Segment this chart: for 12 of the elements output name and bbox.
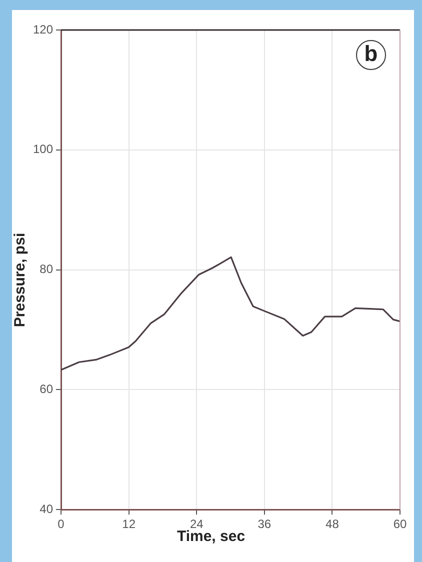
y-tick-label: 100 xyxy=(32,142,54,156)
y-tick-label: 80 xyxy=(40,262,54,276)
x-tick-label: 0 xyxy=(58,517,65,532)
x-tick-label: 60 xyxy=(393,517,407,532)
y-tick-label: 60 xyxy=(40,382,54,396)
y-tick-label: 40 xyxy=(40,502,54,516)
annotation: b xyxy=(356,40,386,70)
x-tick-label: 36 xyxy=(258,517,272,532)
x-tick-label: 48 xyxy=(326,517,340,532)
y-tick-label: 120 xyxy=(32,22,54,36)
x-tick-label: 12 xyxy=(122,517,136,532)
y-axis-title: Pressure, psi xyxy=(12,232,28,328)
